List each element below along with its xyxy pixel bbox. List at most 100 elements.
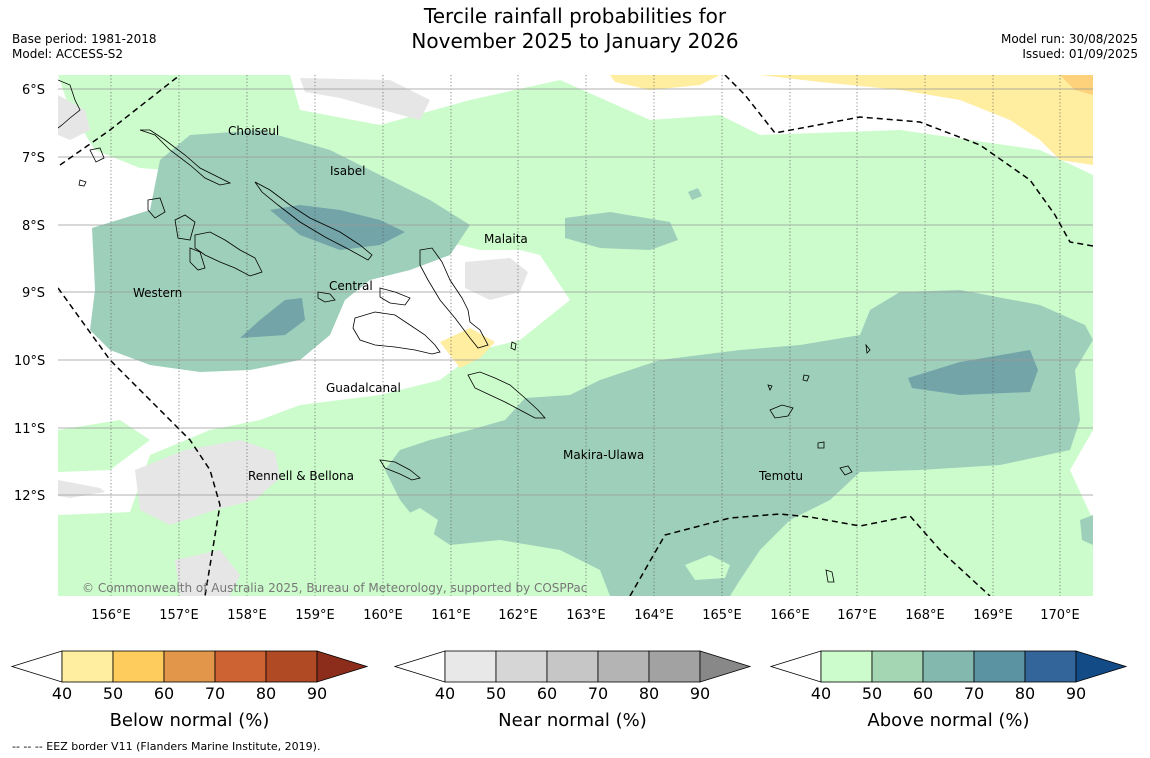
island-small-2 [89, 147, 105, 163]
colorbar-segment [163, 650, 216, 683]
island-small-north [78, 179, 87, 187]
island-small-6 [510, 341, 517, 351]
place-label-isabel: Isabel [330, 164, 365, 178]
latitude-labels: 6°S 7°S 8°S 9°S 10°S 11°S 12°S [14, 83, 45, 504]
latitude-lines [58, 88, 1093, 496]
lat-label: 6°S [22, 83, 45, 98]
island-russell [317, 291, 336, 303]
lon-label: 159°E [295, 608, 335, 623]
colorbar-tick-label: 50 [862, 684, 882, 703]
above-normal-40-hole [395, 508, 438, 545]
lon-label: 160°E [363, 608, 403, 623]
meta-right: Model run: 30/08/2025 Issued: 01/09/2025 [1001, 32, 1138, 62]
colorbar-arrow-low [393, 650, 446, 683]
islands [58, 79, 871, 583]
colorbar-tick-label: 70 [588, 684, 608, 703]
island-newgeorgia-1 [174, 214, 196, 241]
place-label-choiseul: Choiseul [228, 124, 279, 138]
title-line-1: Tercile rainfall probabilities for [423, 4, 727, 28]
map-panel: © Commonwealth of Australia 2025, Bureau… [58, 75, 1093, 596]
island-vellalavella [147, 197, 166, 219]
colorbar-segment [820, 650, 873, 683]
lon-label: 157°E [159, 608, 199, 623]
colorbar-segment [648, 650, 701, 683]
lat-label: 10°S [14, 354, 45, 369]
colorbar-title: Above normal (%) [867, 710, 1029, 731]
colorbar-arrow-high [316, 650, 369, 683]
colorbar-title: Near normal (%) [498, 710, 647, 731]
near-normal-patch-southwest [175, 550, 240, 596]
above-normal-60-east [908, 350, 1038, 395]
chart-title: Tercile rainfall probabilities for Novem… [0, 4, 1150, 54]
colorbar-tick-label: 60 [913, 684, 933, 703]
colorbar-segment [546, 650, 599, 683]
colorbar-segment [61, 650, 114, 683]
lon-label: 163°E [566, 608, 606, 623]
colorbar-segment [1024, 650, 1077, 683]
colorbar-tick-label: 90 [1066, 684, 1086, 703]
colorbar-segment [112, 650, 165, 683]
above-normal-50-east-edge [1080, 515, 1093, 545]
island-small-4 [802, 374, 810, 382]
place-label-central: Central [329, 279, 373, 293]
colorbar-tick-label: 80 [256, 684, 276, 703]
island-florida [379, 287, 411, 306]
lon-label: 165°E [702, 608, 742, 623]
above-normal-40-hole-2 [685, 555, 730, 580]
colorbar-segment [871, 650, 924, 683]
place-label-malaita: Malaita [484, 232, 528, 246]
place-label-rennell-bellona: Rennell & Bellona [248, 469, 354, 483]
above-normal-50-dot [688, 188, 702, 200]
colorbar-title: Below normal (%) [110, 710, 270, 731]
colorbar-segment [922, 650, 975, 683]
lat-label: 8°S [22, 219, 45, 234]
island-makira [467, 371, 546, 419]
island-temotu-3 [817, 441, 825, 449]
lon-label: 156°E [91, 608, 131, 623]
place-labels: Choiseul Isabel Malaita Western Central … [133, 124, 803, 483]
colorbar-arrow-low [769, 650, 822, 683]
colorbar-arrow-low [10, 650, 63, 683]
colorbar-above-normal: 40 50 60 70 80 90 Above normal (%) [769, 650, 1128, 731]
colorbar-segment [265, 650, 318, 683]
lon-label: 164°E [634, 608, 674, 623]
lon-label: 161°E [431, 608, 471, 623]
lat-label: 11°S [14, 422, 45, 437]
place-label-makira-ulawa: Makira-Ulawa [563, 448, 644, 462]
colorbar-segment [214, 650, 267, 683]
colorbar-segment [495, 650, 548, 683]
island-bougainville [58, 79, 81, 129]
colorbar-arrow-high [699, 650, 752, 683]
eez-border [58, 75, 1093, 596]
above-normal-60-isabel [270, 205, 405, 250]
model-text: Model: ACCESS-S2 [12, 47, 124, 61]
copyright-text: © Commonwealth of Australia 2025, Bureau… [82, 581, 587, 595]
colorbar-near-normal: 40 50 60 70 80 90 Near normal (%) [393, 650, 752, 731]
colorbar-tick-label: 90 [307, 684, 327, 703]
colorbar-tick-label: 70 [964, 684, 984, 703]
lon-label: 158°E [227, 608, 267, 623]
colorbar-below-normal: 40 50 60 70 80 90 Below normal (%) [10, 650, 369, 731]
above-normal-50-east [385, 290, 1093, 596]
eez-footnote: -- -- -- EEZ border V11 (Flanders Marine… [12, 740, 321, 753]
lon-label: 169°E [973, 608, 1013, 623]
colorbar-tick-label: 40 [811, 684, 831, 703]
near-normal-patch-south [58, 480, 105, 498]
model-run-text: Model run: 30/08/2025 [1000, 32, 1138, 46]
lon-label: 166°E [770, 608, 810, 623]
colorbar-tick-label: 80 [1015, 684, 1035, 703]
island-isabel [254, 181, 373, 261]
place-label-western: Western [133, 286, 182, 300]
island-small-3 [865, 343, 871, 354]
colorbar-arrow-high [1075, 650, 1128, 683]
near-normal-patch-rennell [135, 440, 280, 525]
above-normal-50-west [90, 130, 470, 372]
near-normal-patch-malaita [465, 258, 528, 300]
island-rennell [379, 459, 421, 481]
above-normal-60-western [240, 298, 305, 338]
lat-label: 7°S [22, 151, 45, 166]
island-small-5 [767, 384, 773, 391]
colorbar-tick-label: 40 [435, 684, 455, 703]
lat-label: 9°S [22, 286, 45, 301]
